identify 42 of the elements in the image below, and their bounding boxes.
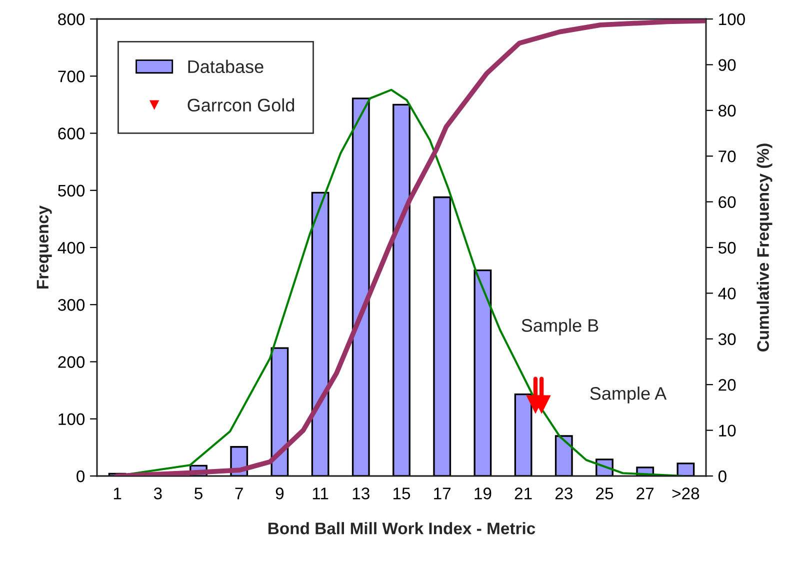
y-tick-label: 800 [58, 13, 85, 26]
y-tick-label: 700 [58, 70, 85, 82]
annotation: Sample A [590, 386, 667, 404]
y2-tick-label: 20 [718, 379, 736, 391]
annotation: Sample B [522, 318, 598, 336]
x-tick-label: 5 [194, 488, 202, 500]
x-tick-label: 17 [434, 488, 451, 500]
y-axis-title: Frequency [36, 205, 52, 289]
x-tick-label: 3 [154, 488, 162, 500]
y2-axis-title: Cumulative Frequency (%) [756, 144, 772, 352]
x-tick-label: 27 [636, 488, 654, 500]
y2-tick-label: 10 [719, 424, 736, 437]
x-tick-label: 9 [276, 488, 284, 500]
y2-tick-label: 80 [718, 104, 736, 117]
x-tick-label: 1 [114, 488, 122, 500]
y2-tick-label: 100 [719, 13, 745, 26]
y-tick-label: 500 [58, 184, 85, 197]
x-tick-label: 15 [394, 488, 410, 500]
y-tick-label: 200 [58, 356, 85, 368]
x-tick-label: 19 [474, 488, 492, 500]
x-axis-title: Bond Ball Mill Work Index - Metric [268, 522, 536, 534]
legend-label: Database [188, 60, 264, 74]
y2-tick-label: 40 [718, 288, 736, 300]
y2-tick-label: 70 [718, 150, 736, 162]
x-tick-label: 23 [555, 488, 572, 500]
y-tick-label: 300 [58, 299, 85, 311]
y-tick-label: 400 [58, 242, 85, 254]
x-tick-label: 7 [235, 488, 243, 500]
y-tick-label: 100 [58, 413, 85, 426]
x-tick-label: 11 [312, 488, 328, 500]
y2-tick-label: 90 [718, 59, 736, 71]
x-tick-label: 25 [596, 488, 614, 500]
x-tick-label: 21 [514, 488, 532, 500]
y2-tick-label: 50 [718, 242, 736, 254]
y-tick-label: 600 [58, 128, 85, 140]
y2-tick-label: 30 [718, 333, 736, 346]
x-tick-label: >28 [672, 488, 700, 500]
y-tick-label: 0 [76, 470, 85, 482]
legend-label: Garrcon Gold [188, 98, 294, 112]
y2-tick-label: 60 [718, 196, 736, 208]
x-tick-label: 13 [352, 488, 370, 500]
y2-tick-label: 0 [718, 470, 726, 482]
